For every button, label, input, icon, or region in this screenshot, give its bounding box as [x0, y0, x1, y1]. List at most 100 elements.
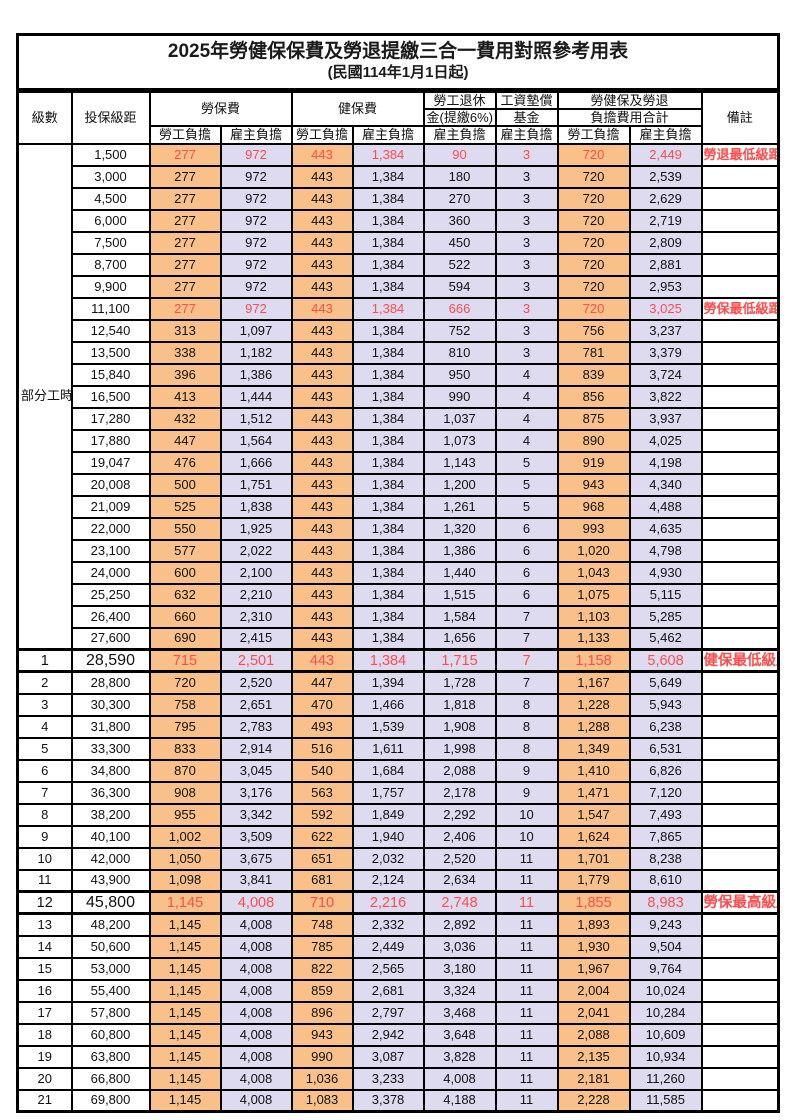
total-employee-cell: 2,181 [556, 1066, 631, 1091]
labor-employer-cell: 4,008 [219, 934, 293, 959]
subheader-health-employee: 勞工負擔 [290, 124, 354, 145]
labor-employer-cell: 1,564 [219, 428, 293, 453]
header-total-line2: 負擔費用合計 [556, 107, 703, 127]
total-employer-cell: 9,504 [628, 934, 703, 959]
wagefund-employer-cell: 3 [494, 230, 559, 255]
labor-employer-cell: 3,509 [219, 824, 293, 849]
remark-cell [700, 450, 780, 475]
labor-employer-cell: 1,925 [219, 516, 293, 541]
labor-employer-cell: 2,100 [219, 560, 293, 585]
table-row: 4,500 277 972 443 1,384 270 3 720 2,629 [18, 186, 780, 211]
total-employee-cell: 720 [556, 230, 631, 255]
pension-employer-cell: 1,143 [422, 450, 497, 475]
total-employer-cell: 5,943 [628, 692, 703, 717]
health-employer-cell: 1,384 [351, 626, 425, 651]
health-employer-cell: 1,384 [351, 142, 425, 167]
labor-employer-cell: 972 [219, 296, 293, 321]
level-cell: 17 [16, 1000, 73, 1025]
labor-employee-cell: 1,145 [148, 912, 222, 937]
bracket-cell: 19,047 [70, 450, 151, 475]
labor-employer-cell: 1,182 [219, 340, 293, 365]
health-employee-cell: 443 [290, 516, 354, 541]
table-row: 8 38,200 955 3,342 592 1,849 2,292 10 1,547 7,493 [16, 802, 780, 827]
total-employee-cell: 1,349 [556, 736, 631, 761]
total-employer-cell: 2,539 [628, 164, 703, 189]
pension-employer-cell: 2,178 [422, 780, 497, 805]
wagefund-employer-cell: 5 [494, 494, 559, 519]
health-employee-cell: 516 [290, 736, 354, 761]
page-subtitle: (民國114年1月1日起) [327, 63, 469, 81]
header-level: 級數 [16, 90, 73, 145]
labor-employee-cell: 758 [148, 692, 222, 717]
health-employee-cell: 493 [290, 714, 354, 739]
total-employer-cell: 4,340 [628, 472, 703, 497]
total-employee-cell: 968 [556, 494, 631, 519]
total-employee-cell: 1,624 [556, 824, 631, 849]
bracket-cell: 69,800 [70, 1088, 151, 1113]
labor-employee-cell: 500 [148, 472, 222, 497]
pension-employer-cell: 522 [422, 252, 497, 277]
total-employee-cell: 856 [556, 384, 631, 409]
pension-employer-cell: 4,188 [422, 1088, 497, 1113]
health-employee-cell: 443 [290, 648, 354, 673]
labor-employee-cell: 632 [148, 582, 222, 607]
remark-cell [700, 604, 780, 629]
total-employee-cell: 2,088 [556, 1022, 631, 1047]
bracket-cell: 60,800 [70, 1022, 151, 1047]
health-employee-cell: 443 [290, 494, 354, 519]
pension-employer-cell: 450 [422, 230, 497, 255]
labor-employee-cell: 396 [148, 362, 222, 387]
bracket-cell: 45,800 [70, 890, 151, 915]
labor-employer-cell: 2,415 [219, 626, 293, 651]
bracket-cell: 33,300 [70, 736, 151, 761]
table-row: 部分工時 1,500 277 972 443 1,384 90 3 720 2,449 勞退最低級距 [16, 142, 780, 651]
labor-employer-cell: 3,841 [219, 868, 293, 893]
level-cell: 8 [16, 802, 73, 827]
table-body: 部分工時 1,500 277 972 443 1,384 90 3 720 2,449 勞退最低級距… [16, 142, 780, 1113]
wagefund-employer-cell: 11 [494, 1044, 559, 1069]
labor-employer-cell: 1,666 [219, 450, 293, 475]
wagefund-employer-cell: 11 [494, 1022, 559, 1047]
pension-employer-cell: 1,584 [422, 604, 497, 629]
total-employer-cell: 5,649 [628, 670, 703, 695]
remark-cell [700, 846, 780, 871]
wagefund-employer-cell: 3 [494, 164, 559, 189]
total-employer-cell: 4,635 [628, 516, 703, 541]
labor-employer-cell: 2,914 [219, 736, 293, 761]
total-employer-cell: 6,238 [628, 714, 703, 739]
health-employee-cell: 443 [290, 186, 354, 211]
remark-cell [700, 692, 780, 717]
pension-employer-cell: 180 [422, 164, 497, 189]
subheader-pension-employer: 雇主負擔 [422, 124, 497, 145]
wagefund-employer-cell: 10 [494, 824, 559, 849]
bracket-cell: 55,400 [70, 978, 151, 1003]
health-employer-cell: 2,032 [351, 846, 425, 871]
labor-employee-cell: 277 [148, 208, 222, 233]
health-employee-cell: 443 [290, 428, 354, 453]
header-wagefund-line1: 工資墊償 [494, 90, 559, 110]
health-employer-cell: 1,384 [351, 560, 425, 585]
health-employer-cell: 1,384 [351, 494, 425, 519]
wagefund-employer-cell: 11 [494, 978, 559, 1003]
total-employee-cell: 875 [556, 406, 631, 431]
total-employer-cell: 6,531 [628, 736, 703, 761]
total-employer-cell: 10,609 [628, 1022, 703, 1047]
remark-cell [700, 318, 780, 343]
labor-employee-cell: 1,145 [148, 1088, 222, 1113]
bracket-cell: 6,000 [70, 208, 151, 233]
labor-employee-cell: 277 [148, 142, 222, 167]
level-cell: 7 [16, 780, 73, 805]
labor-employee-cell: 1,050 [148, 846, 222, 871]
wagefund-employer-cell: 4 [494, 406, 559, 431]
level-cell: 6 [16, 758, 73, 783]
total-employer-cell: 3,025 [628, 296, 703, 321]
subheader-labor-employee: 勞工負擔 [148, 124, 222, 145]
table-row: 3 30,300 758 2,651 470 1,466 1,818 8 1,228 5,943 [16, 692, 780, 717]
health-employer-cell: 1,466 [351, 692, 425, 717]
wagefund-employer-cell: 9 [494, 780, 559, 805]
remark-cell [700, 736, 780, 761]
total-employee-cell: 993 [556, 516, 631, 541]
table-row: 11 43,900 1,098 3,841 681 2,124 2,634 11 1,779 8,… [16, 868, 780, 893]
health-employer-cell: 1,384 [351, 164, 425, 189]
